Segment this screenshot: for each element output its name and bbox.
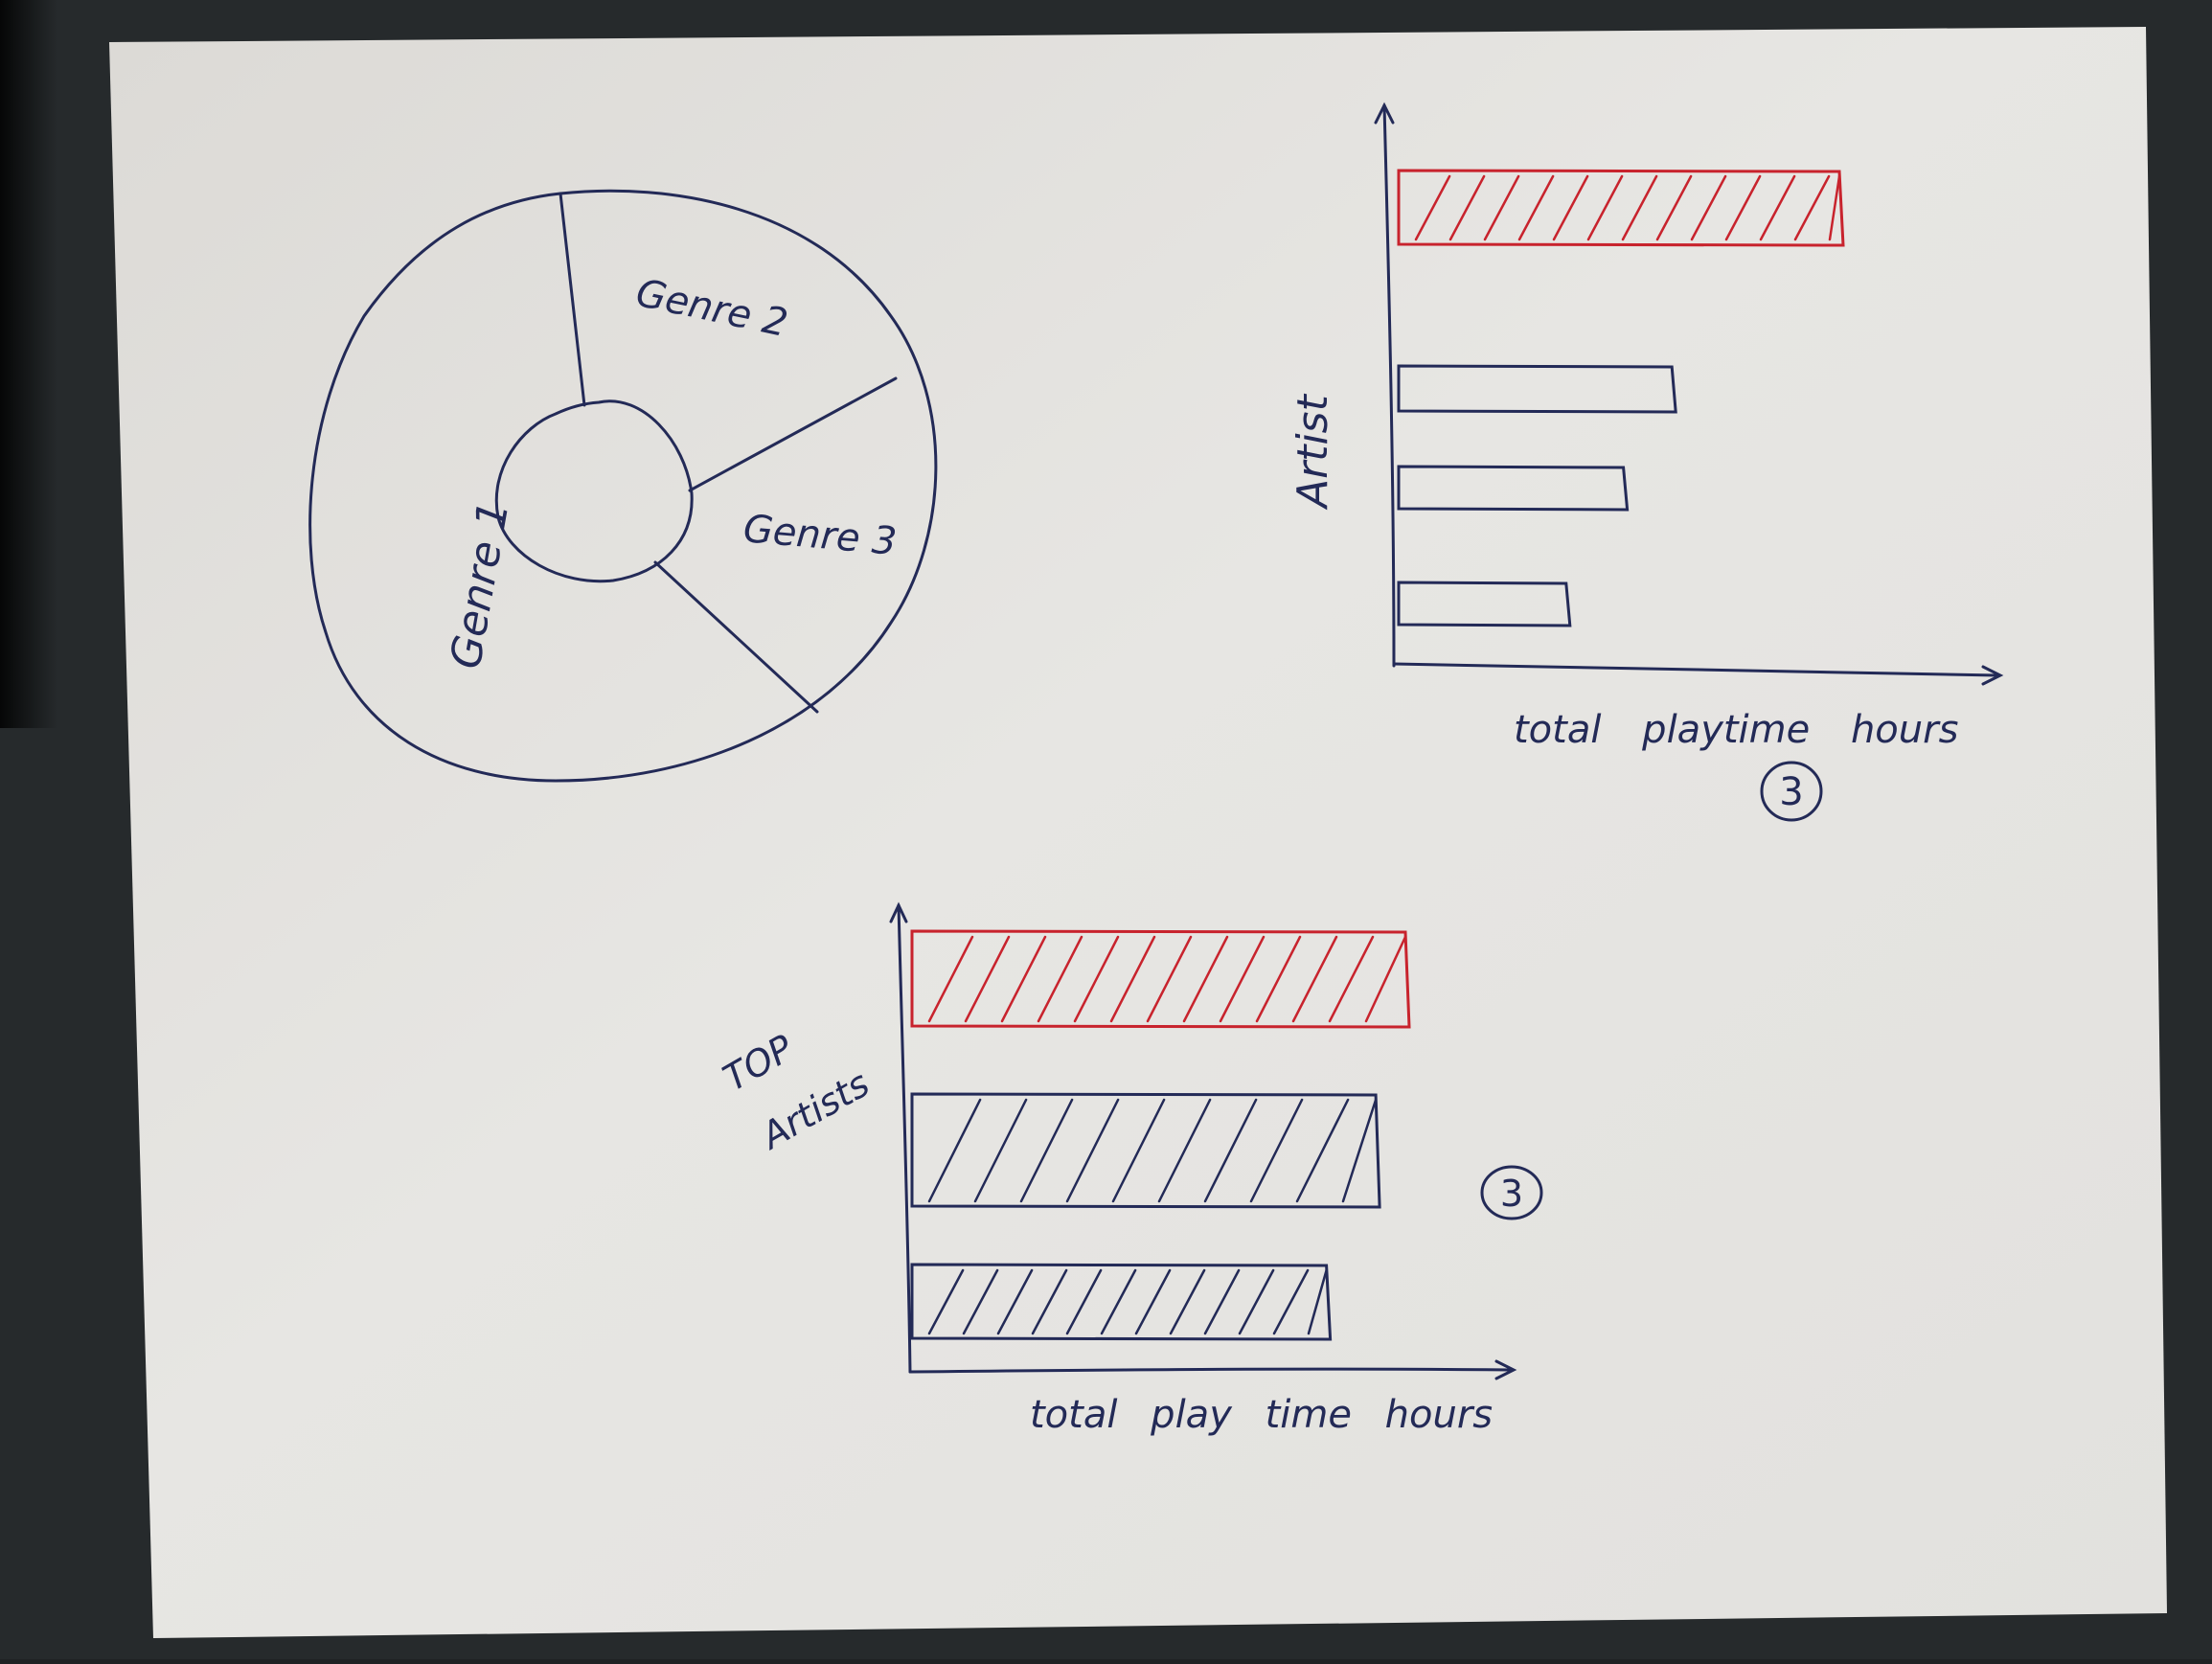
chart2-x-arrow (1494, 1359, 1517, 1380)
chart1-bars-bar-1-hatch (1483, 174, 1520, 241)
chart2-bars-bar-2-hatch (1019, 1098, 1074, 1203)
chart1-bars-bar-3 (1397, 465, 1630, 512)
chart2-bars-bar-2-hatch (973, 1098, 1028, 1203)
chart2-bars-bar-1-hatch (1146, 935, 1193, 1023)
chart1-bars-bar-1-hatch (1793, 174, 1831, 241)
chart2-bars-bar-1-hatch (927, 935, 974, 1023)
chart2-bars-bar-3-hatch (962, 1268, 999, 1335)
chart1-bars-bar-1-hatch (1621, 174, 1658, 241)
chart1-bars-bar-1-hatch (1448, 174, 1486, 241)
chart2-bars-bar-1-hatch (1364, 935, 1407, 1023)
chart2-bars-bar-3-hatch (996, 1268, 1034, 1335)
chart2-page-number-circle (1480, 1165, 1543, 1220)
chart1-bars (1397, 169, 1845, 627)
chart2-bars-bar-3 (910, 1263, 1333, 1341)
chart2-bars-bar-1-hatch (1073, 935, 1120, 1023)
chart1-bars-bar-1-hatch (1759, 174, 1796, 241)
chart2-bars-bar-2-hatch (1341, 1098, 1378, 1203)
artist-bar-chart (1374, 102, 2004, 686)
chart2-bars-bar-2-hatch (1203, 1098, 1258, 1203)
chart1-page-number: 3 (1779, 770, 1803, 814)
chart1-x-arrow (1981, 665, 2004, 686)
chart2-bars-bar-2-hatch (1065, 1098, 1120, 1203)
chart2-bars-bar-3-hatch (1134, 1268, 1172, 1335)
chart2-bars-bar-1 (910, 929, 1411, 1029)
chart2-bars-bar-2-hatch (1295, 1098, 1350, 1203)
chart2-bars-bar-1-hatch (1000, 935, 1047, 1023)
chart1-x-axis (1392, 662, 1999, 677)
chart2-page-number: 3 (1500, 1173, 1523, 1215)
chart2-bars-bar-2-hatch (1111, 1098, 1166, 1203)
chart2-y-axis (897, 903, 912, 1374)
chart1-bars-bar-1-hatch (1414, 174, 1451, 241)
chart2-bars-bar-3-hatch (1169, 1268, 1206, 1335)
chart1-bars-bar-1-hatch (1517, 174, 1555, 241)
donut-chart (308, 189, 938, 783)
chart2-bars-bar-2 (910, 1092, 1381, 1209)
chart2-bars-bar-3-hatch (1307, 1268, 1328, 1335)
donut-divider-2 (688, 376, 898, 492)
chart1-bars-bar-1-hatch (1655, 174, 1693, 241)
chart1-page-number-circle (1760, 761, 1823, 822)
chart2-bars-bar-2-hatch (1249, 1098, 1304, 1203)
chart1-y-arrow (1374, 102, 1395, 125)
paper-sheet (109, 27, 2167, 1638)
chart2-bars-bar-1-hatch (1109, 935, 1156, 1023)
chart2-bars-bar-3-hatch (927, 1268, 965, 1335)
chart2-x-axis (908, 1367, 1514, 1374)
chart1-y-axis (1382, 103, 1396, 668)
chart2-y-arrow (889, 901, 908, 923)
chart2-bars-bar-3-hatch (1065, 1268, 1103, 1335)
chart1-bars-bar-4 (1397, 581, 1572, 627)
chart1-y-label: Artist (1288, 393, 1337, 511)
chart2-bars-bar-3-hatch (1272, 1268, 1310, 1335)
chart2-bars-bar-1-hatch (1291, 935, 1338, 1023)
chart1-bars-bar-1-hatch (1828, 174, 1841, 241)
chart2-bars (910, 929, 1411, 1341)
chart1-bars-bar-1-hatch (1586, 174, 1624, 241)
chart2-bars-bar-1-hatch (1219, 935, 1266, 1023)
chart2-bars-bar-1-hatch (964, 935, 1011, 1023)
chart1-bars-bar-1-hatch (1724, 174, 1762, 241)
chart1-bars-bar-1-hatch (1552, 174, 1589, 241)
chart2-bars-bar-3-hatch (1203, 1268, 1241, 1335)
chart2-bars-bar-3-hatch (1100, 1268, 1137, 1335)
chart2-bars-bar-2-hatch (927, 1098, 982, 1203)
chart1-bars-bar-1-hatch (1690, 174, 1727, 241)
chart1-bars-bar-2 (1397, 364, 1677, 414)
desk-shadow (0, 0, 57, 728)
donut-outer-ring (308, 189, 938, 783)
donut-inner-ring (494, 399, 694, 583)
chart2-x-label: total play time hours (1030, 1393, 1493, 1437)
chart2-bars-bar-1-hatch (1182, 935, 1229, 1023)
top-artists-bar-chart (889, 901, 1517, 1380)
donut-divider-3 (653, 560, 819, 714)
chart2-bars-bar-3-hatch (1031, 1268, 1068, 1335)
chart1-x-label: total playtime hours (1514, 708, 1958, 752)
chart2-bars-bar-2-hatch (1157, 1098, 1212, 1203)
chart2-bars-bar-1-hatch (1255, 935, 1302, 1023)
chart2-bars-bar-1-hatch (1037, 935, 1083, 1023)
chart2-bars-bar-1-hatch (1328, 935, 1375, 1023)
donut-divider-1 (559, 192, 586, 407)
chart1-bars-bar-1 (1397, 169, 1845, 247)
chart2-bars-bar-3-hatch (1238, 1268, 1275, 1335)
